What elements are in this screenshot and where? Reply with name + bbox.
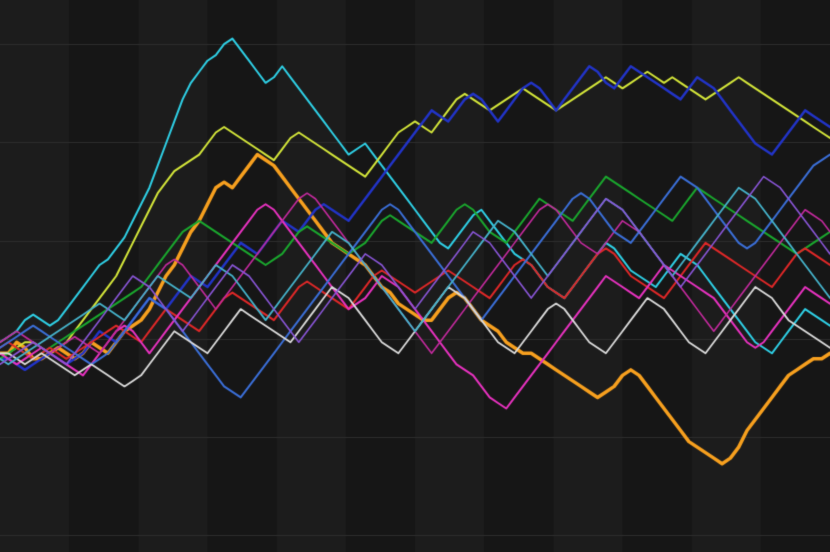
timeseries-chart bbox=[0, 0, 830, 552]
